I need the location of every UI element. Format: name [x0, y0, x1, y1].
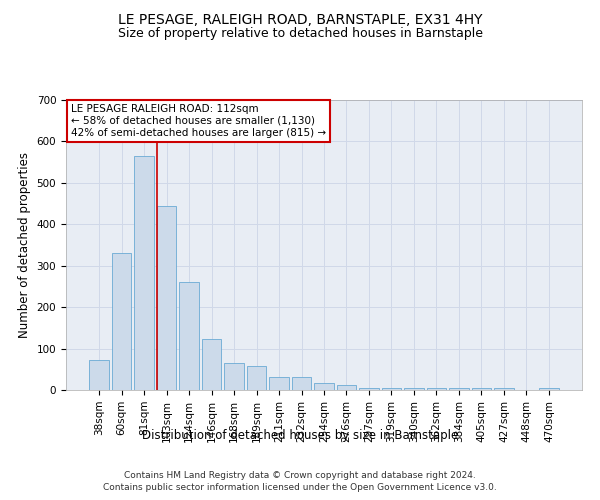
Text: LE PESAGE, RALEIGH ROAD, BARNSTAPLE, EX31 4HY: LE PESAGE, RALEIGH ROAD, BARNSTAPLE, EX3… [118, 12, 482, 26]
Text: Distribution of detached houses by size in Barnstaple: Distribution of detached houses by size … [142, 428, 458, 442]
Bar [472, 388, 491, 390]
Text: Size of property relative to detached houses in Barnstaple: Size of property relative to detached ho… [118, 28, 482, 40]
Bar [539, 388, 559, 390]
Bar [404, 388, 424, 390]
Bar [382, 388, 401, 390]
Bar [134, 156, 154, 390]
Bar [494, 388, 514, 390]
Bar [314, 384, 334, 390]
Text: Contains public sector information licensed under the Open Government Licence v3: Contains public sector information licen… [103, 484, 497, 492]
Bar [449, 388, 469, 390]
Bar [89, 360, 109, 390]
Bar [247, 366, 266, 390]
Bar [337, 385, 356, 390]
Bar [202, 340, 221, 390]
Bar [224, 363, 244, 390]
Bar [292, 376, 311, 390]
Bar [427, 388, 446, 390]
Text: LE PESAGE RALEIGH ROAD: 112sqm
← 58% of detached houses are smaller (1,130)
42% : LE PESAGE RALEIGH ROAD: 112sqm ← 58% of … [71, 104, 326, 138]
Bar [179, 282, 199, 390]
Text: Contains HM Land Registry data © Crown copyright and database right 2024.: Contains HM Land Registry data © Crown c… [124, 471, 476, 480]
Bar [157, 206, 176, 390]
Y-axis label: Number of detached properties: Number of detached properties [18, 152, 31, 338]
Bar [269, 376, 289, 390]
Bar [359, 388, 379, 390]
Bar [112, 254, 131, 390]
